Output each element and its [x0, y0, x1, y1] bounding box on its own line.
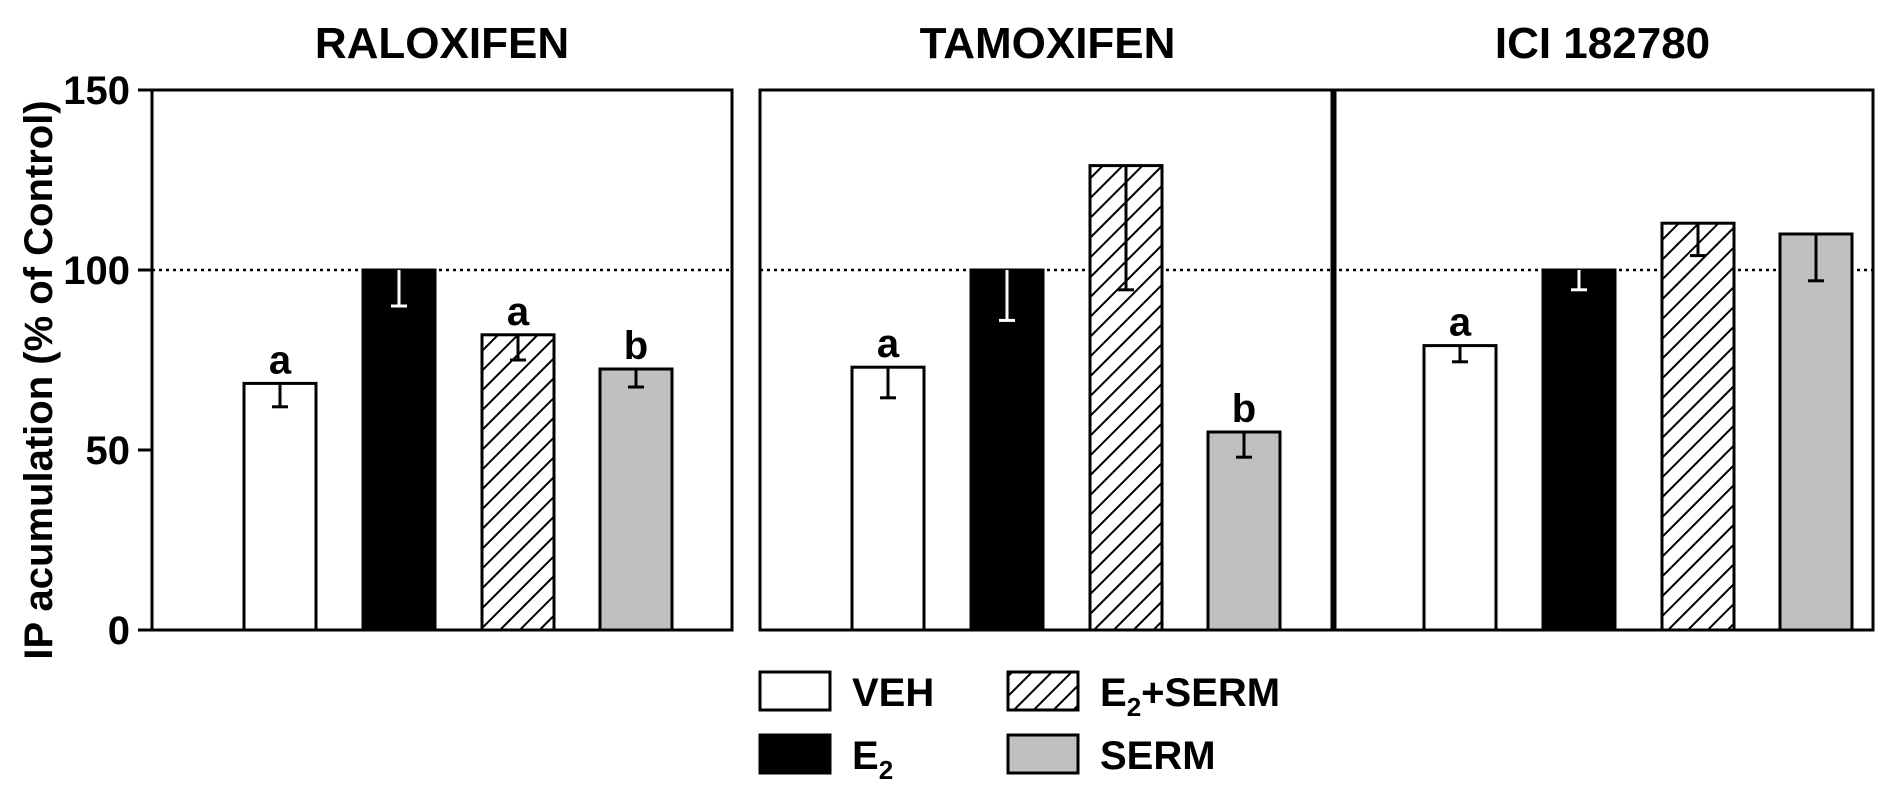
- legend-item: E2: [758, 733, 893, 785]
- legend-label: SERM: [1100, 734, 1216, 778]
- y-tick-label: 150: [63, 69, 130, 113]
- significance-label: a: [507, 290, 530, 334]
- legend-swatch: [1006, 733, 1080, 775]
- bar-veh: [242, 381, 318, 632]
- bar-serm: [1206, 430, 1282, 632]
- bar-serm: [1778, 232, 1854, 632]
- panel-frame: [150, 88, 734, 632]
- bar-veh: [850, 365, 926, 632]
- significance-label: b: [1232, 387, 1256, 431]
- panel-frame: [758, 88, 1337, 632]
- bar-veh: [1422, 344, 1498, 632]
- legend-label: E2+SERM: [1100, 671, 1280, 722]
- legend-item: SERM: [1006, 733, 1216, 778]
- legend-label: E2: [852, 734, 893, 785]
- panel-title: RALOXIFEN: [315, 19, 569, 68]
- panel-3: ICI 182780 a: [1330, 19, 1875, 632]
- bar-e2-plus-serm: [480, 333, 556, 632]
- y-axis-label: IP acumulation (% of Control): [17, 100, 61, 659]
- significance-label: a: [877, 322, 900, 366]
- significance-label: a: [1449, 301, 1472, 345]
- panel-title: TAMOXIFEN: [920, 19, 1176, 68]
- bar-e2-plus-serm: [1660, 221, 1736, 632]
- panel-1: RALOXIFEN a a b: [150, 19, 734, 632]
- panel-title: ICI 182780: [1495, 19, 1710, 68]
- legend-swatch: [758, 733, 832, 775]
- y-tick-label: 100: [63, 249, 130, 293]
- bar-e2: [1541, 268, 1617, 632]
- legend-swatch: [1006, 670, 1080, 712]
- y-tick-label: 50: [86, 429, 131, 473]
- significance-label: b: [624, 324, 648, 368]
- legend-swatch: [758, 670, 832, 712]
- bar-e2: [361, 268, 437, 632]
- legend-label: VEH: [852, 671, 934, 715]
- bar-serm: [598, 367, 674, 632]
- panel-2: TAMOXIFEN a b: [758, 19, 1337, 632]
- y-tick-label: 0: [108, 609, 130, 653]
- significance-label: a: [269, 338, 292, 382]
- legend-item: VEH: [758, 670, 934, 715]
- legend-item: E2+SERM: [1006, 670, 1280, 722]
- bar-e2: [969, 268, 1045, 632]
